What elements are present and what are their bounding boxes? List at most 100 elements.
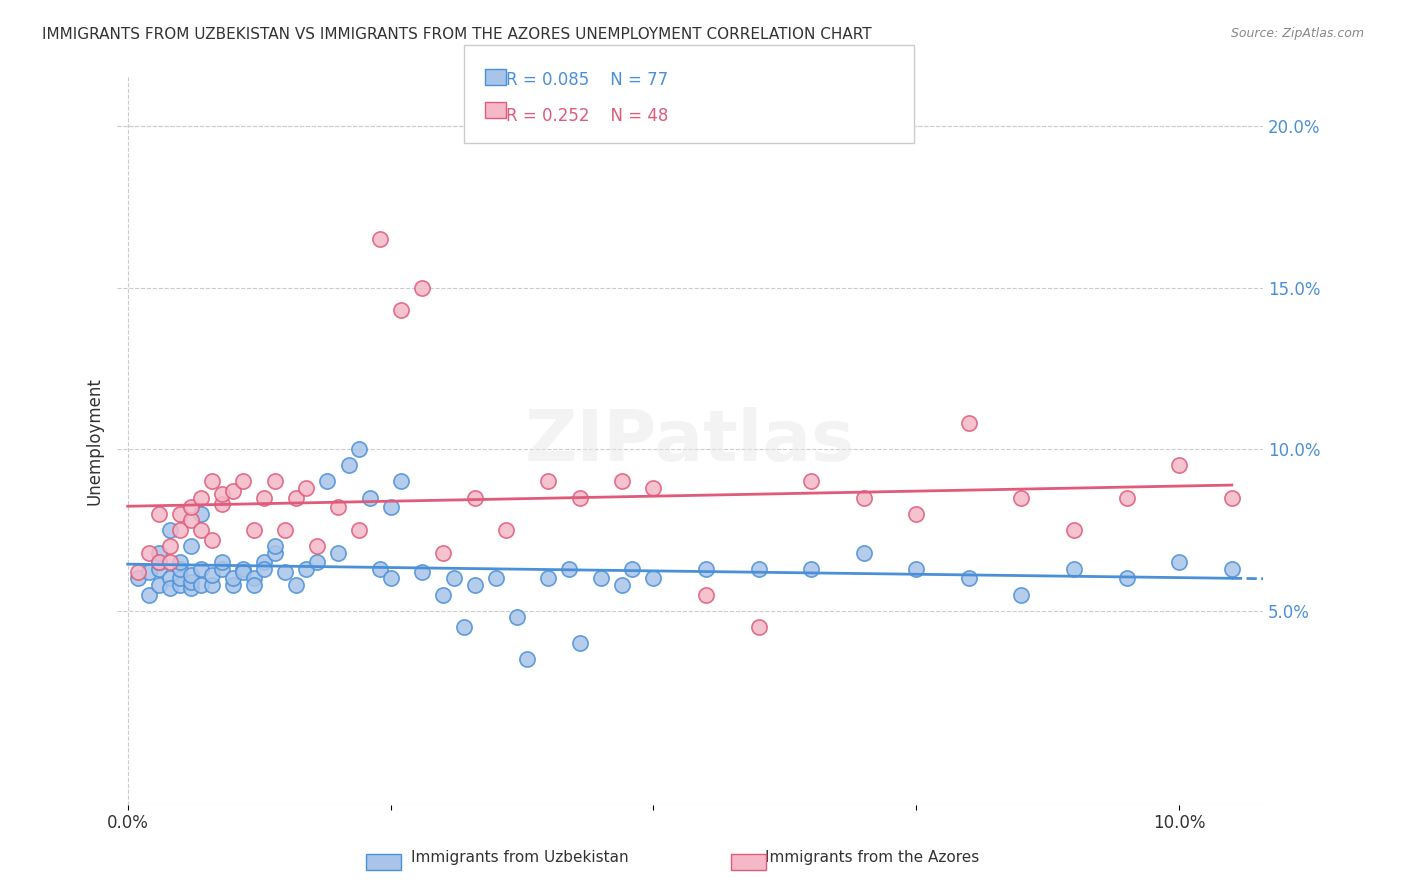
Point (453, 620, 475, 634)
Point (905, 507, 928, 521)
Point (222, 578, 245, 592)
Text: Immigrants from Uzbekistan: Immigrants from Uzbekistan (412, 850, 628, 865)
Point (1115, 571, 1137, 585)
Point (190, 523, 212, 537)
Point (905, 562, 928, 576)
Point (201, 568, 224, 582)
Text: R = 0.085    N = 77: R = 0.085 N = 77 (506, 71, 668, 89)
Point (610, 475, 633, 489)
Point (305, 555, 328, 569)
Point (284, 578, 307, 592)
Point (201, 475, 224, 489)
Point (148, 555, 170, 569)
Point (495, 523, 517, 537)
Point (389, 303, 412, 318)
Point (1168, 458, 1191, 473)
Point (180, 500, 202, 515)
Point (506, 610, 529, 624)
Point (800, 562, 823, 576)
Point (274, 565, 297, 579)
Point (180, 539, 202, 553)
Point (368, 232, 391, 246)
Point (243, 578, 266, 592)
Point (295, 562, 318, 576)
Point (1011, 491, 1033, 505)
Point (190, 491, 212, 505)
Point (558, 562, 581, 576)
Point (389, 475, 412, 489)
Point (148, 545, 170, 559)
Point (148, 555, 170, 569)
Point (347, 442, 370, 457)
Point (127, 565, 149, 579)
Point (264, 545, 287, 559)
Point (169, 571, 191, 585)
Point (169, 523, 191, 537)
Point (695, 588, 717, 602)
Point (264, 475, 287, 489)
Point (211, 497, 233, 511)
Point (232, 562, 254, 576)
Point (432, 588, 454, 602)
Point (464, 491, 486, 505)
Point (1272, 588, 1295, 602)
Point (316, 475, 339, 489)
Point (957, 571, 980, 585)
Point (190, 578, 212, 592)
Point (253, 555, 276, 569)
Point (127, 571, 149, 585)
Point (852, 491, 875, 505)
Point (201, 578, 224, 592)
Point (211, 555, 233, 569)
Point (443, 571, 465, 585)
Point (180, 568, 202, 582)
Point (800, 475, 823, 489)
Point (485, 571, 508, 585)
Point (232, 565, 254, 579)
Point (222, 571, 245, 585)
Point (621, 562, 644, 576)
Point (201, 533, 224, 547)
Point (148, 578, 170, 592)
Point (852, 545, 875, 559)
Point (1115, 491, 1137, 505)
Point (380, 500, 402, 515)
Point (957, 417, 980, 431)
Point (138, 545, 160, 559)
Point (169, 578, 191, 592)
Point (180, 574, 202, 589)
Point (180, 513, 202, 527)
Point (1326, 562, 1348, 576)
Text: ZIPatlas: ZIPatlas (526, 407, 855, 475)
Point (169, 507, 191, 521)
Point (347, 523, 370, 537)
Point (211, 562, 233, 576)
Point (169, 555, 191, 569)
Point (589, 571, 612, 585)
Point (159, 571, 181, 585)
Point (1378, 571, 1400, 585)
Point (748, 562, 770, 576)
Point (274, 523, 297, 537)
Point (411, 280, 433, 294)
Point (1168, 555, 1191, 569)
Point (326, 500, 349, 515)
Point (695, 562, 717, 576)
Point (610, 578, 633, 592)
Point (537, 571, 560, 585)
Point (190, 562, 212, 576)
Text: Immigrants from the Azores: Immigrants from the Azores (765, 850, 979, 865)
Point (159, 581, 181, 595)
Point (138, 565, 160, 579)
Point (1011, 588, 1033, 602)
Point (190, 507, 212, 521)
Point (748, 620, 770, 634)
Point (159, 555, 181, 569)
Point (1063, 562, 1085, 576)
Point (138, 588, 160, 602)
Point (232, 475, 254, 489)
Point (568, 491, 591, 505)
Y-axis label: Unemployment: Unemployment (86, 377, 103, 505)
Point (253, 491, 276, 505)
Point (148, 507, 170, 521)
